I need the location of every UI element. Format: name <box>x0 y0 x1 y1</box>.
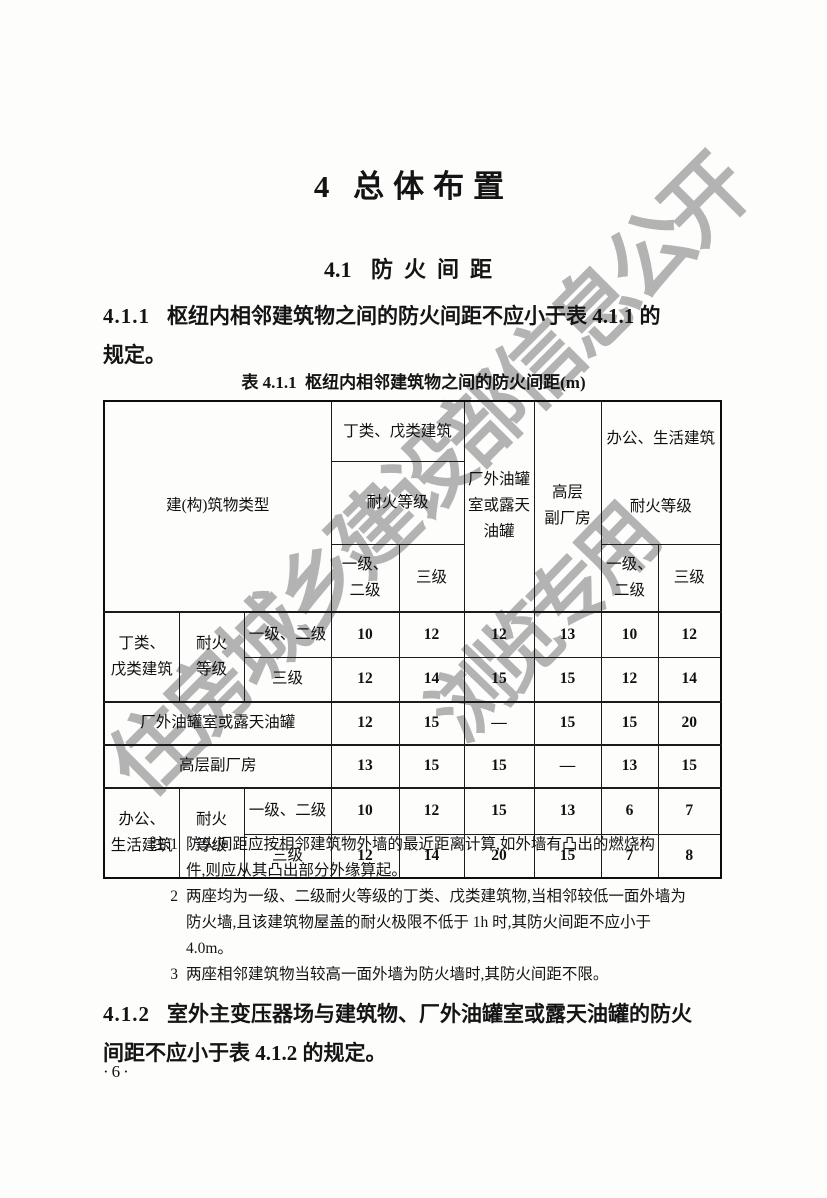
value-cell: 12 <box>463 610 535 658</box>
note-text: 两座均为一级、二级耐火等级的丁类、戊类建筑物,当相邻较低一面外墙为 防火墙,且该… <box>186 888 686 957</box>
value-cell: 15 <box>398 743 465 788</box>
chapter-number: 4 <box>313 169 330 204</box>
table-header-row-1: 建(构)筑物类型 丁类、戊类建筑 厂外油罐 室或露天 油罐 高层 副厂房 办公、… <box>103 400 722 612</box>
row-grade-label: 三级 <box>243 834 332 878</box>
value-cell: 14 <box>398 657 465 702</box>
value-cell: 20 <box>463 834 535 878</box>
note-text: 防火间距应按相邻建筑物外墙的最近距离计算,如外墙有凸出的燃烧构 件,则应从其凸出… <box>186 836 655 879</box>
value-cell: 10 <box>600 610 659 658</box>
value-cell: 15 <box>657 743 722 788</box>
chapter-title-text: 总体布置 <box>353 169 514 204</box>
header-office-grade12: 一级、 二级 <box>600 544 659 612</box>
row-grade-label: 一级、二级 <box>243 610 332 658</box>
row-grade-label: 一级、二级 <box>243 786 332 835</box>
value-cell: — <box>463 700 535 745</box>
clause-4-1-1-number: 4.1.1 <box>103 304 150 328</box>
header-office-grade3: 三级 <box>657 544 722 612</box>
value-cell: 12 <box>600 657 659 702</box>
table-row: 三级 12 14 15 15 12 14 <box>104 657 722 702</box>
value-cell: 12 <box>330 657 400 702</box>
table-row: 高层副厂房 13 15 15 — 13 15 <box>103 743 722 788</box>
value-cell: 6 <box>600 786 659 835</box>
value-cell: 12 <box>330 700 400 745</box>
fire-separation-table: 建(构)筑物类型 丁类、戊类建筑 厂外油罐 室或露天 油罐 高层 副厂房 办公、… <box>103 400 723 879</box>
value-cell: 12 <box>398 786 465 835</box>
row-label-tank: 厂外油罐室或露天油罐 <box>103 700 332 745</box>
chapter-title: 4 总体布置 <box>0 161 827 206</box>
header-factory-grade3: 三级 <box>398 544 465 612</box>
value-cell: — <box>533 743 602 788</box>
header-factory-fire-rating: 耐火等级 <box>330 461 465 545</box>
table-row: 厂外油罐室或露天油罐 12 15 — 15 15 20 <box>103 700 722 745</box>
table-row: 三级 12 14 20 15 7 8 <box>104 834 722 878</box>
header-office-fire-rating: 耐火等级 <box>629 498 692 515</box>
value-cell: 15 <box>533 657 602 702</box>
header-building-type: 建(构)筑物类型 <box>103 400 332 612</box>
value-cell: 13 <box>533 610 602 658</box>
table-row: 丁类、 戊类建筑 耐火 等级 一级、二级 10 12 12 13 10 12 <box>103 610 722 702</box>
clause-4-1-2: 4.1.2 室外主变压器场与建筑物、厂外油罐室或露天油罐的防火 间距不应小于表 4… <box>103 995 725 1073</box>
value-cell: 20 <box>657 700 722 745</box>
header-factory-group: 丁类、戊类建筑 <box>330 400 465 463</box>
header-office-group: 办公、生活建筑 耐火等级 <box>600 400 722 545</box>
value-cell: 14 <box>398 834 465 878</box>
table-header-row-2: 耐火等级 <box>104 461 721 545</box>
table-row: 办公、 生活建筑 耐火 等级 一级、二级 10 12 15 13 6 7 <box>103 786 722 878</box>
header-tank-column: 厂外油罐 室或露天 油罐 <box>463 400 535 612</box>
note-text: 两座相邻建筑物当较高一面外墙为防火墙时,其防火间距不限。 <box>186 966 609 983</box>
header-office-group-title: 办公、生活建筑 <box>606 430 716 447</box>
note-item: 2 两座均为一级、二级耐火等级的丁类、戊类建筑物,当相邻较低一面外墙为 防火墙,… <box>138 884 716 962</box>
clause-4-1-2-number: 4.1.2 <box>103 1002 150 1026</box>
value-cell: 15 <box>463 786 535 835</box>
value-cell: 10 <box>330 786 400 835</box>
value-cell: 15 <box>533 834 602 878</box>
row-category-label: 丁类、 戊类建筑 <box>103 610 180 702</box>
section-number: 4.1 <box>323 257 352 282</box>
value-cell: 14 <box>657 657 722 702</box>
clause-4-1-1-text: 枢纽内相邻建筑物之间的防火间距不应小于表 4.1.1 的 规定。 <box>103 304 661 367</box>
table-notes: 注:1 防火间距应按相邻建筑物外墙的最近距离计算,如外墙有凸出的燃烧构 件,则应… <box>138 832 716 988</box>
section-title-text: 防火间距 <box>370 257 503 282</box>
value-cell: 15 <box>533 700 602 745</box>
value-cell: 15 <box>398 700 465 745</box>
table-header-row-3: 一级、 二级 三级 一级、 二级 三级 <box>104 544 722 612</box>
value-cell: 7 <box>657 786 722 835</box>
header-factory-grade12: 一级、 二级 <box>330 544 400 612</box>
value-cell: 15 <box>600 700 659 745</box>
value-cell: 12 <box>398 610 465 658</box>
row-grade-label: 三级 <box>243 657 332 702</box>
row-rating-label: 耐火 等级 <box>178 610 245 702</box>
value-cell: 8 <box>657 834 722 878</box>
value-cell: 12 <box>330 834 400 878</box>
note-item: 注:1 防火间距应按相邻建筑物外墙的最近距离计算,如外墙有凸出的燃烧构 件,则应… <box>138 832 716 884</box>
row-category-label: 办公、 生活建筑 <box>103 786 180 878</box>
table-caption: 表 4.1.1 枢纽内相邻建筑物之间的防火间距(m) <box>241 373 586 392</box>
clause-4-1-2-text: 室外主变压器场与建筑物、厂外油罐室或露天油罐的防火 间距不应小于表 4.1.2 … <box>103 1002 692 1065</box>
value-cell: 15 <box>463 657 535 702</box>
header-highrise-column: 高层 副厂房 <box>533 400 602 612</box>
value-cell: 13 <box>600 743 659 788</box>
section-title: 4.1 防火间距 <box>0 252 827 284</box>
value-cell: 12 <box>657 610 722 658</box>
page-number: ·6· <box>103 1062 132 1081</box>
value-cell: 10 <box>330 610 400 658</box>
note-number: 2 <box>170 888 178 905</box>
note-number: 注:1 <box>150 836 178 853</box>
value-cell: 15 <box>463 743 535 788</box>
value-cell: 13 <box>330 743 400 788</box>
clause-4-1-1: 4.1.1 枢纽内相邻建筑物之间的防火间距不应小于表 4.1.1 的 规定。 <box>103 297 725 375</box>
note-number: 3 <box>170 966 178 983</box>
row-label-highrise: 高层副厂房 <box>103 743 332 788</box>
note-item: 3 两座相邻建筑物当较高一面外墙为防火墙时,其防火间距不限。 <box>138 962 716 988</box>
value-cell: 13 <box>533 786 602 835</box>
